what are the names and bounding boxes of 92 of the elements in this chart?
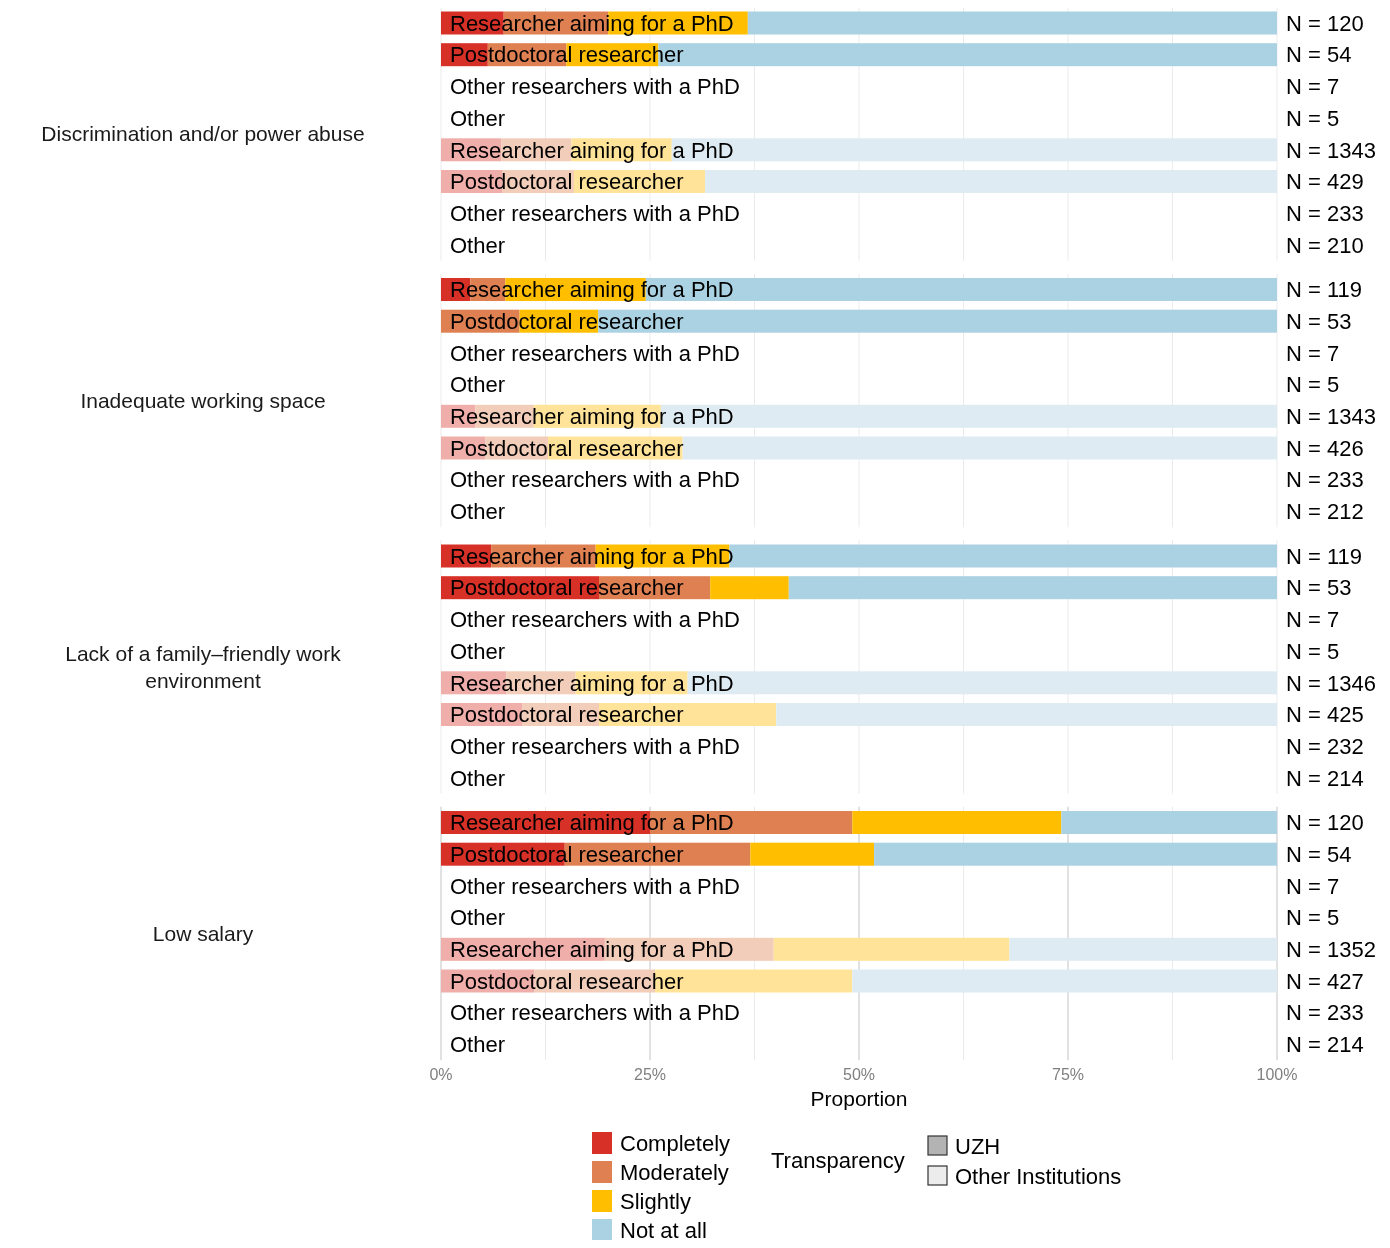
y-axis-title: Lack of a family–friendly work environment — [65, 641, 342, 692]
text: N = 427 — [1286, 968, 1364, 994]
y-axis-title: Inadequate working space — [80, 388, 326, 412]
text: N = 233 — [1286, 1000, 1364, 1026]
bar — [788, 576, 1277, 600]
y-tick-label: Other — [450, 499, 506, 525]
text: N = 7 — [1286, 340, 1340, 366]
x-tick-label: 25% — [633, 1065, 667, 1083]
text: UZH — [955, 1133, 1001, 1159]
y-tick-label: Other — [450, 1032, 506, 1058]
y-tick-label: Postdoctoral researcher — [450, 575, 684, 601]
y-tick-label: Researcher aiming for a PhD — [450, 137, 734, 163]
text: N = 119 — [1286, 277, 1363, 303]
text: N = 120 — [1286, 10, 1364, 36]
text: Other Institutions — [955, 1163, 1122, 1189]
x-tick-label: 75% — [1051, 1065, 1085, 1083]
bar — [682, 436, 1277, 460]
text: N = 7 — [1286, 873, 1340, 899]
bar — [776, 703, 1277, 726]
y-tick-label: Postdoctoral researcher — [450, 968, 684, 994]
bar — [773, 937, 1010, 961]
y-tick-label: Other researchers with a PhD — [450, 74, 740, 100]
text: N = 53 — [1286, 575, 1352, 601]
y-tick-label: Other — [450, 372, 506, 398]
y-tick-label: Researcher aiming for a PhD — [450, 810, 734, 836]
bar — [710, 576, 789, 600]
y-tick-label: Other — [450, 232, 506, 258]
text: N = 7 — [1286, 74, 1340, 100]
y-axis-title: Discrimination and/or power abuse — [41, 122, 365, 146]
x-tick-label: 50% — [842, 1065, 876, 1083]
y-tick-label: Postdoctoral researcher — [450, 169, 684, 195]
y-tick-label: Other researchers with a PhD — [450, 733, 740, 759]
y-tick-label: Other — [450, 638, 506, 664]
text: N = 54 — [1286, 42, 1352, 68]
x-tick-label: 100% — [1256, 1065, 1298, 1083]
text: N = 119 — [1286, 543, 1363, 569]
legend-label: Slightly — [620, 1188, 691, 1214]
y-axis-title: Low salary — [152, 921, 254, 945]
text: N = 5 — [1286, 105, 1340, 131]
bar — [874, 842, 1277, 866]
bar — [705, 170, 1277, 193]
y-tick-label: Postdoctoral researcher — [450, 702, 684, 728]
text: N = 425 — [1286, 702, 1364, 728]
y-tick-label: Researcher aiming for a PhD — [450, 404, 734, 429]
bar — [1009, 937, 1277, 961]
text: N = 54 — [1286, 841, 1352, 867]
y-tick-label: Other researchers with a PhD — [450, 873, 740, 899]
text: N = 210 — [1286, 232, 1364, 258]
y-tick-label: Other — [450, 105, 506, 131]
y-tick-label: Researcher aiming for a PhD — [450, 670, 734, 696]
bar — [747, 11, 1277, 35]
text: N = 5 — [1286, 638, 1340, 664]
text: N = 214 — [1286, 765, 1364, 791]
bar — [852, 969, 1277, 993]
y-tick-label: Other researchers with a PhD — [450, 200, 740, 226]
y-tick-label: Other researchers with a PhD — [450, 1000, 740, 1026]
text: N = 1343 — [1286, 404, 1376, 429]
text: N = 426 — [1286, 435, 1364, 461]
text: N = 232 — [1286, 733, 1364, 759]
legend-label: Moderately — [620, 1159, 729, 1185]
x-axis-title: Proportion — [810, 1086, 908, 1110]
text: N = 214 — [1286, 1032, 1364, 1058]
legend-label: Completely — [620, 1130, 731, 1156]
y-tick-label: Other — [450, 905, 506, 931]
x-tick-label: 0% — [429, 1065, 453, 1083]
text: N = 7 — [1286, 607, 1340, 633]
text: N = 5 — [1286, 905, 1340, 931]
y-tick-label: Other — [450, 765, 506, 791]
y-tick-label: Postdoctoral researcher — [450, 435, 684, 461]
bar — [852, 811, 1062, 834]
text: N = 1343 — [1286, 137, 1376, 163]
y-tick-label: Other researchers with a PhD — [450, 607, 740, 633]
text: N = 120 — [1286, 810, 1364, 836]
bar — [750, 842, 875, 866]
text: N = 1346 — [1286, 670, 1376, 696]
text: N = 212 — [1286, 499, 1364, 525]
text: N = 233 — [1286, 200, 1364, 226]
bar — [1061, 811, 1277, 834]
text: N = 1352 — [1286, 937, 1376, 962]
bar — [687, 671, 1277, 695]
legend-label: Not at all — [620, 1217, 707, 1243]
text: N = 233 — [1286, 467, 1364, 493]
text: N = 429 — [1286, 169, 1364, 195]
text: Transparency — [771, 1147, 905, 1173]
y-tick-label: Researcher aiming for a PhD — [450, 937, 734, 962]
y-tick-label: Researcher aiming for a PhD — [450, 10, 734, 36]
y-tick-label: Other researchers with a PhD — [450, 340, 740, 366]
text: N = 53 — [1286, 308, 1352, 334]
text: N = 5 — [1286, 372, 1340, 398]
y-tick-label: Other researchers with a PhD — [450, 467, 740, 493]
y-tick-label: Postdoctoral researcher — [450, 841, 684, 867]
bar — [671, 138, 1277, 162]
